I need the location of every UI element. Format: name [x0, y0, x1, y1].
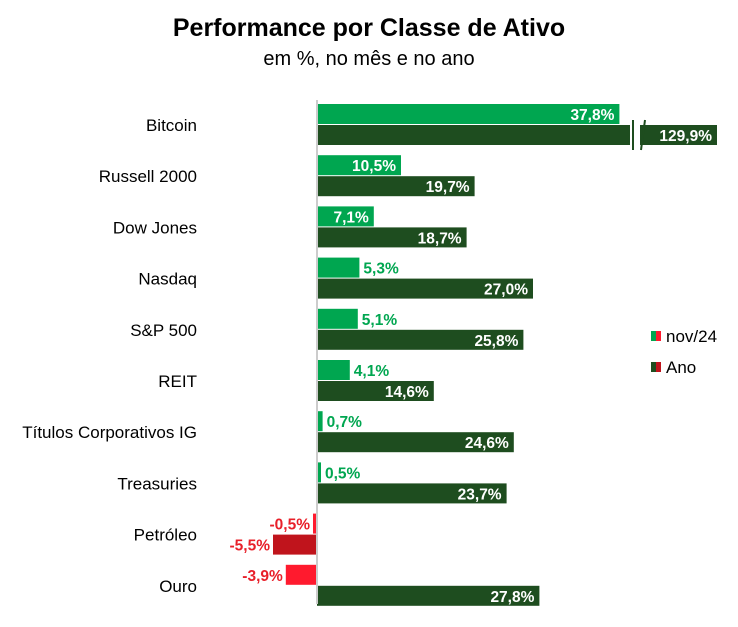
labels-layer: Bitcoin 37,8% 129,9% Russell 2000 10,5% 19,7%… [22, 107, 712, 606]
legend-swatch-ano [651, 362, 656, 372]
legend-item-ano: Ano [651, 358, 696, 377]
month-bar-nasdaq [317, 257, 360, 278]
year-value-label-bitcoin: 129,9% [659, 128, 712, 145]
month-value-label-ouro: -3,9% [242, 568, 283, 585]
year-bar-reit [317, 381, 434, 401]
year-value-label-reit: 14,6% [385, 384, 429, 401]
month-bar-russell-2000 [317, 155, 401, 176]
year-bar-bitcoin [317, 125, 717, 145]
legend-label-nov-24: nov/24 [666, 327, 717, 346]
category-label-bitcoin: Bitcoin [146, 116, 197, 135]
month-bar-dow-jones [317, 206, 374, 227]
year-value-label-dow-jones: 18,7% [418, 230, 462, 247]
legend-swatch-nov-24 [651, 331, 656, 341]
category-label-nasdaq: Nasdaq [138, 270, 197, 289]
category-label-titulos-corporativos-ig: Títulos Corporativos IG [22, 423, 197, 442]
legend-swatch-ano-negative [656, 362, 661, 372]
month-value-label-treasuries: 0,5% [325, 465, 361, 482]
category-label-reit: REIT [158, 372, 197, 391]
month-value-label-reit: 4,1% [354, 363, 390, 380]
month-bar-ouro [285, 564, 317, 585]
month-bar-petroleo [313, 513, 317, 534]
year-bar-treasuries [317, 483, 507, 504]
year-bar-russell-2000 [317, 176, 475, 197]
month-bar-s-p-500 [317, 308, 358, 329]
bars-layer [273, 104, 717, 606]
legend: nov/24 Ano [651, 327, 717, 377]
year-value-label-nasdaq: 27,0% [484, 282, 528, 299]
year-bar-petroleo [273, 534, 317, 555]
year-value-label-treasuries: 23,7% [458, 486, 502, 503]
month-value-label-nasdaq: 5,3% [363, 261, 399, 278]
month-value-label-s-p-500: 5,1% [362, 312, 398, 329]
category-label-petroleo: Petróleo [134, 526, 197, 545]
legend-label-ano: Ano [666, 358, 696, 377]
month-value-label-petroleo: -0,5% [270, 517, 311, 534]
month-value-label-russell-2000: 10,5% [352, 158, 396, 175]
year-value-label-petroleo: -5,5% [230, 538, 271, 555]
chart-subtitle: em %, no mês e no ano [263, 48, 475, 70]
year-value-label-ouro: 27,8% [490, 589, 534, 606]
category-label-treasuries: Treasuries [117, 474, 197, 493]
legend-swatch-nov-24-negative [656, 331, 661, 341]
month-bar-bitcoin [317, 104, 620, 124]
category-label-s-p-500: S&P 500 [130, 321, 197, 340]
month-value-label-dow-jones: 7,1% [333, 209, 369, 226]
year-value-label-s-p-500: 25,8% [474, 333, 518, 350]
category-label-ouro: Ouro [159, 577, 197, 596]
axis-break-gap [630, 119, 640, 151]
axis-break-mark [640, 119, 646, 151]
month-value-label-bitcoin: 37,8% [570, 107, 614, 124]
legend-item-nov-24: nov/24 [651, 327, 717, 346]
year-bar-ouro [317, 585, 540, 606]
year-value-label-titulos-corporativos-ig: 24,6% [465, 435, 509, 452]
year-bar-nasdaq [317, 278, 533, 299]
category-label-dow-jones: Dow Jones [113, 218, 197, 237]
month-bar-titulos-corporativos-ig [317, 411, 323, 432]
chart-title: Performance por Classe de Ativo [172, 14, 566, 42]
year-bar-titulos-corporativos-ig [317, 432, 514, 453]
category-label-russell-2000: Russell 2000 [99, 167, 197, 186]
year-bar-s-p-500 [317, 329, 524, 350]
month-bar-treasuries [317, 462, 321, 483]
month-bar-reit [317, 360, 350, 380]
month-value-label-titulos-corporativos-ig: 0,7% [327, 414, 363, 431]
year-value-label-russell-2000: 19,7% [426, 179, 470, 196]
year-bar-dow-jones [317, 227, 467, 248]
